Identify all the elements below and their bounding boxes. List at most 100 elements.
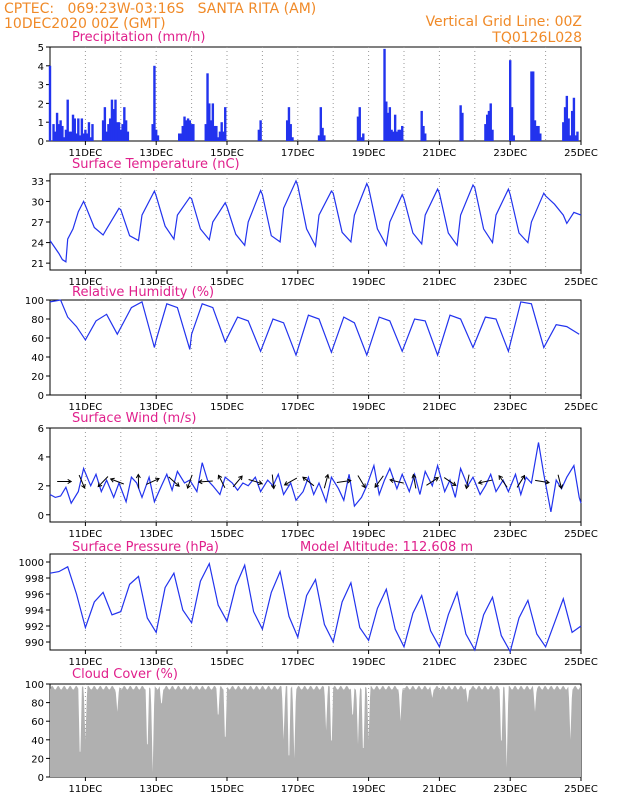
precip-bar xyxy=(77,118,80,141)
precip-bar xyxy=(155,129,158,141)
wind-arrow-head xyxy=(324,473,330,479)
precip-bar xyxy=(360,137,363,141)
precip-bar xyxy=(156,135,160,141)
precip-bar xyxy=(215,125,218,141)
x-tick-label: 15DEC xyxy=(210,784,244,795)
precip-bar xyxy=(574,135,577,141)
wind-arrow xyxy=(412,474,417,489)
precip-bar xyxy=(385,101,388,141)
y-tick-label: 1 xyxy=(38,118,44,129)
cloud-cover-area xyxy=(50,685,581,777)
precip-bar xyxy=(512,135,515,141)
wind-arrow-head xyxy=(464,484,470,490)
wind-arrow xyxy=(336,480,351,483)
wind-arrow-head xyxy=(411,473,417,479)
precip-bar xyxy=(539,133,542,141)
header-datetime: 10DEC2020 00Z (GMT) xyxy=(4,16,166,32)
precip-bar xyxy=(89,137,92,141)
wind-arrow-head xyxy=(558,484,564,490)
precip-bar xyxy=(126,131,130,141)
x-tick-label: 15DEC xyxy=(210,148,244,159)
x-tick-label: 21DEC xyxy=(423,402,457,413)
header-grid-line: Vertical Grid Line: 00Z xyxy=(425,14,582,30)
wind-arrow-head xyxy=(197,479,203,485)
x-tick-label: 17DEC xyxy=(281,784,315,795)
precip-bar xyxy=(117,122,121,141)
wind-arrow-head xyxy=(175,482,180,487)
x-tick-label: 23DEC xyxy=(493,784,527,795)
precip-bar xyxy=(82,133,85,141)
precip-bar xyxy=(287,107,291,141)
wind-arrow-head xyxy=(389,478,395,484)
precip-bar xyxy=(103,107,107,141)
wind-arrow-head xyxy=(477,479,483,485)
precip-bar xyxy=(487,110,491,141)
x-tick-label: 25DEC xyxy=(564,277,598,288)
precip-bar xyxy=(64,129,68,141)
precip-bar xyxy=(91,124,94,141)
precip-bar xyxy=(178,133,181,141)
wind-arrow xyxy=(357,475,366,488)
x-tick-label: 13DEC xyxy=(139,277,173,288)
precip-bar xyxy=(209,120,213,141)
y-tick-label: 4 xyxy=(38,62,44,73)
precip-bar xyxy=(220,122,223,141)
wind-arrow-head xyxy=(374,483,379,488)
precip-bar xyxy=(222,131,225,141)
y-tick-label: 21 xyxy=(31,259,44,270)
x-tick-label: 17DEC xyxy=(281,277,315,288)
precip-bar xyxy=(123,107,126,141)
precip-bar xyxy=(179,133,183,141)
precip-bar xyxy=(401,125,404,141)
x-tick-label: 15DEC xyxy=(210,657,244,668)
y-tick-label: 0 xyxy=(38,511,44,522)
series-line-3 xyxy=(49,299,580,357)
precip-bar xyxy=(484,124,487,141)
precip-bar xyxy=(358,107,361,141)
precip-bar xyxy=(121,124,124,141)
y-tick-label: 0 xyxy=(38,773,44,784)
y-tick-label: 20 xyxy=(31,754,44,765)
model-altitude-annotation: Model Altitude: 112.608 m xyxy=(300,540,473,555)
x-tick-label: 25DEC xyxy=(564,657,598,668)
wind-arrow-head xyxy=(545,479,550,485)
precip-bar xyxy=(101,120,105,141)
precip-bar xyxy=(485,114,489,141)
x-tick-label: 19DEC xyxy=(352,277,386,288)
precip-bar xyxy=(186,118,190,141)
wind-arrow xyxy=(110,478,124,485)
wind-arrow xyxy=(97,476,109,487)
precip-bar xyxy=(153,65,156,141)
precip-bar xyxy=(390,129,393,141)
precip-bar xyxy=(572,97,576,141)
precip-bar xyxy=(84,129,87,141)
header-station: CPTEC: 069:23W-03:16S SANTA RITA (AM) xyxy=(4,1,317,17)
precip-bar xyxy=(356,116,360,141)
precip-bar xyxy=(105,131,108,141)
x-tick-label: 21DEC xyxy=(423,657,457,668)
panel-frame-3 xyxy=(49,299,582,396)
y-tick-label: 40 xyxy=(31,353,44,364)
precip-bar xyxy=(383,48,386,141)
precip-bar xyxy=(213,125,216,141)
y-tick-label: 60 xyxy=(31,717,44,728)
wind-arrow xyxy=(302,476,315,487)
x-tick-label: 25DEC xyxy=(564,148,598,159)
wind-arrow xyxy=(535,479,550,484)
x-tick-label: 15DEC xyxy=(210,529,244,540)
y-tick-label: 994 xyxy=(25,606,44,617)
precip-bar xyxy=(48,65,52,141)
precip-bar xyxy=(185,120,188,141)
y-tick-label: 990 xyxy=(25,638,44,649)
wind-arrow xyxy=(198,480,213,483)
precip-bar xyxy=(211,103,215,141)
wind-arrow xyxy=(465,474,470,489)
x-tick-label: 21DEC xyxy=(423,784,457,795)
y-tick-label: 2 xyxy=(38,99,44,110)
wind-arrow xyxy=(78,474,86,489)
y-tick-label: 100 xyxy=(25,680,44,691)
y-tick-label: 3 xyxy=(38,81,44,92)
y-tick-label: 996 xyxy=(25,590,44,601)
wind-arrow-head xyxy=(238,475,243,481)
wind-arrow-head xyxy=(434,477,440,482)
